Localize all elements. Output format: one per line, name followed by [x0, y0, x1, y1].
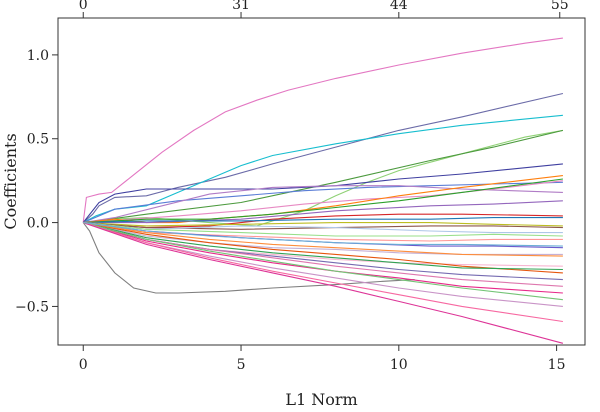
coefficient-path-7 [82, 163, 563, 223]
coefficient-path-28 [83, 222, 563, 294]
x-axis-label: L1 Norm [285, 390, 357, 409]
axes-layer: 0 5 10 15 0 31 44 55 −0.5 0.0 0.5 1.0 [15, 0, 569, 373]
top-tick-label: 44 [390, 0, 408, 13]
top-tick-label: 55 [551, 0, 569, 13]
coefficient-path-29 [83, 222, 563, 301]
coefficient-path-34 [83, 222, 563, 247]
coefficient-path-11 [83, 175, 563, 224]
coefficient-path-13 [83, 200, 563, 224]
top-tick-label: 0 [79, 0, 88, 13]
coefficient-path-24 [83, 222, 563, 274]
y-tick-label: 0.5 [27, 132, 49, 148]
coefficient-path-32 [83, 222, 564, 344]
x-tick-label: 15 [548, 357, 566, 373]
coefficient-path-8 [82, 181, 563, 224]
y-tick-label: 0.0 [27, 216, 49, 232]
coefficient-path-15 [83, 217, 563, 224]
y-tick-label: 1.0 [27, 48, 49, 64]
plot-frame [57, 17, 586, 346]
coefficient-path-1 [82, 37, 563, 223]
series-layer [82, 37, 564, 344]
coefficient-path-6 [83, 129, 564, 224]
y-tick-label: −0.5 [15, 299, 49, 315]
coefficient-path-33 [83, 222, 563, 257]
coefficient-path-9 [83, 185, 563, 224]
top-tick-label: 31 [232, 0, 250, 13]
coefficient-path-31 [83, 222, 563, 323]
coefficient-path-12 [83, 178, 563, 224]
coefficient-path-5 [83, 129, 563, 227]
coefficient-path-16 [83, 222, 563, 227]
x-tick-label: 5 [237, 357, 246, 373]
x-tick-label: 0 [79, 357, 88, 373]
y-axis-label: Coefficients [1, 133, 20, 229]
coefficient-path-19 [83, 222, 563, 237]
coefficient-path-25 [83, 222, 563, 271]
coefficient-path-4 [82, 114, 563, 224]
x-tick-label: 10 [390, 357, 408, 373]
